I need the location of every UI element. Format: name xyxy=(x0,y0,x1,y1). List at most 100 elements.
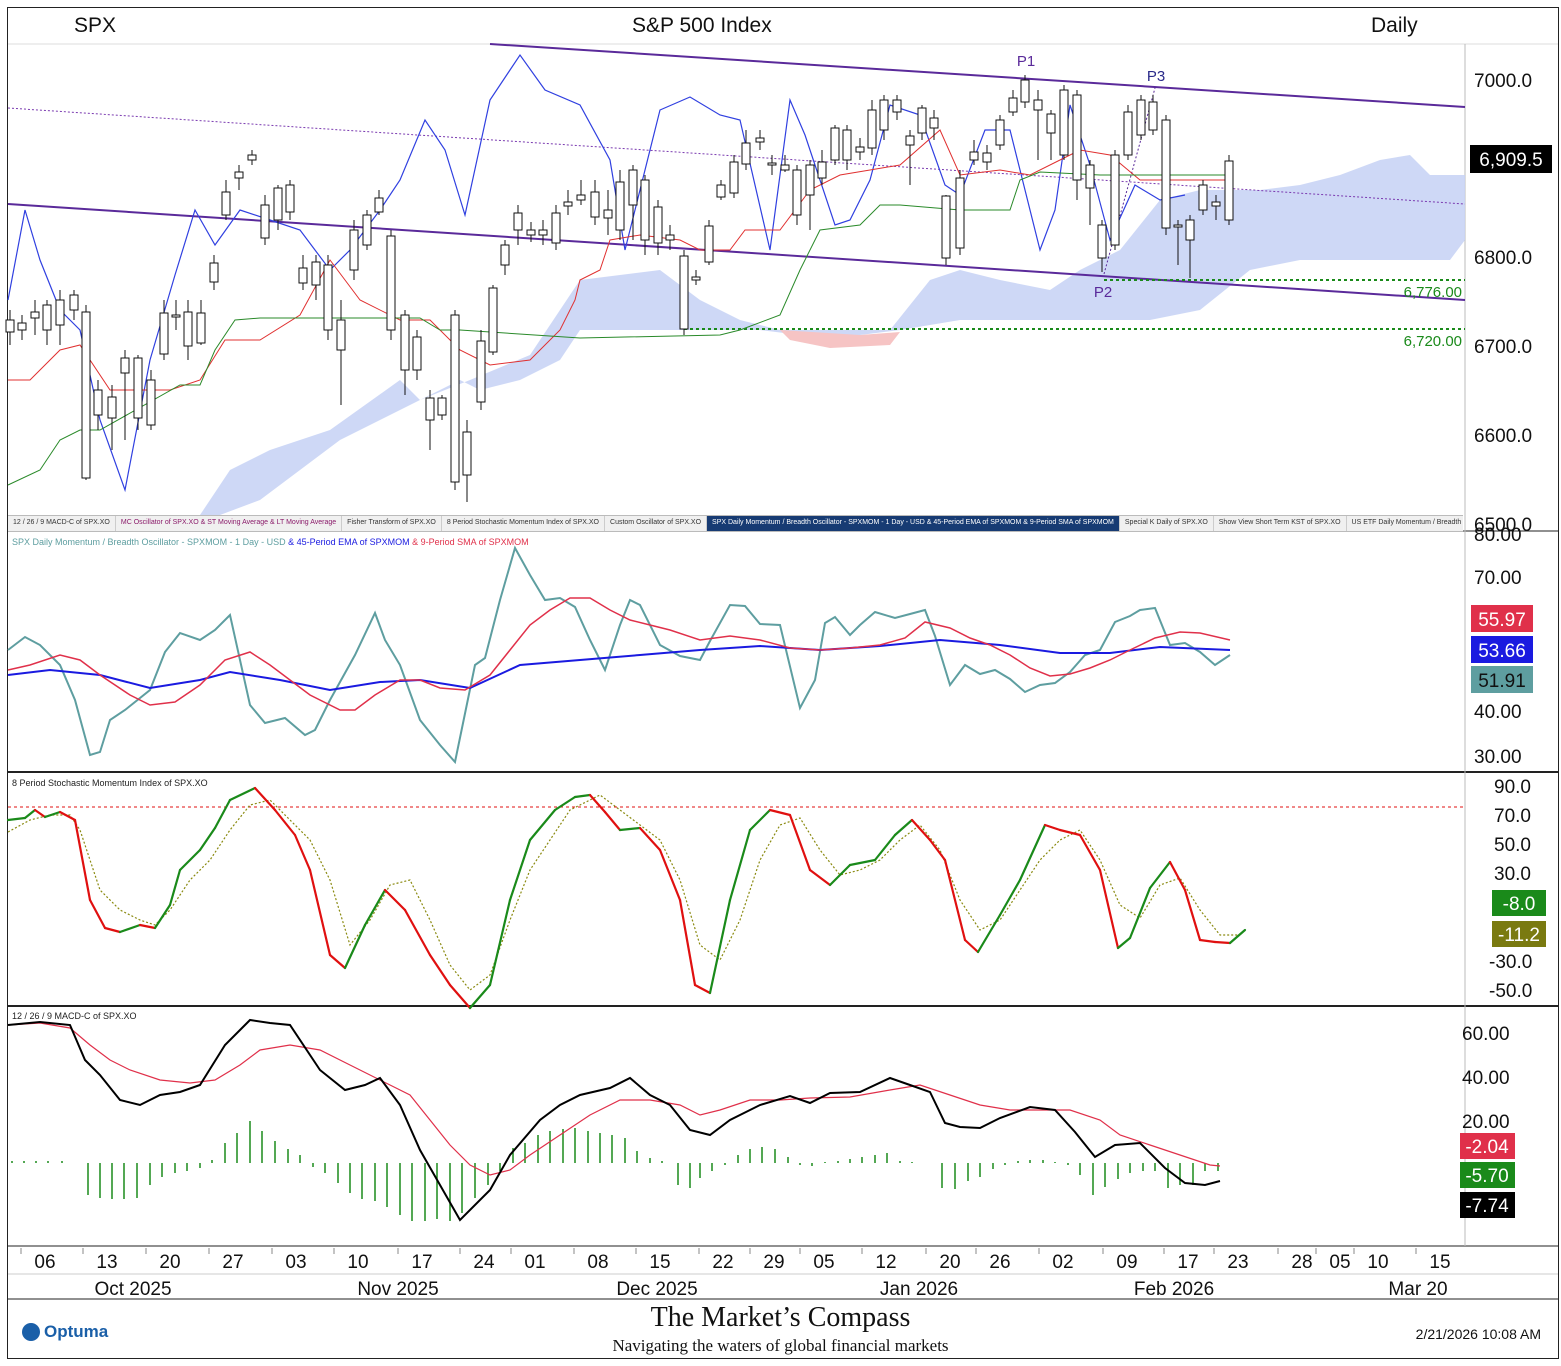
candle-body xyxy=(1110,154,1120,246)
candle-body xyxy=(905,135,915,146)
candle-body xyxy=(133,357,143,419)
candle-body xyxy=(995,119,1005,146)
candle-body xyxy=(1072,94,1082,181)
candle-body xyxy=(93,389,103,416)
xaxis-day-label: 23 xyxy=(1227,1252,1248,1273)
smi-segment xyxy=(428,953,452,987)
smi-segment xyxy=(228,786,257,802)
candle-body xyxy=(425,397,435,421)
smi-segment xyxy=(573,793,592,799)
tab-special-k[interactable]: Special K Daily of SPX.XO xyxy=(1120,516,1214,531)
xaxis-day-label: 15 xyxy=(1429,1252,1450,1273)
smi-segment xyxy=(998,878,1022,917)
candle-body xyxy=(551,212,561,244)
price-tick: 6800.0 xyxy=(1474,248,1532,269)
breadth-tick: 70.00 xyxy=(1474,568,1522,589)
smi-segment xyxy=(976,913,1002,954)
smi-segment xyxy=(153,903,172,930)
smi-segment xyxy=(1116,936,1132,950)
smi-tick: 70.0 xyxy=(1494,806,1531,827)
candle-body xyxy=(767,162,777,166)
candle-body xyxy=(273,187,283,221)
tab-smi[interactable]: 8 Period Stochastic Momentum Index of SP… xyxy=(442,516,606,531)
candle-body xyxy=(830,127,840,161)
candle-body xyxy=(400,314,410,371)
annotation-p3: P3 xyxy=(1147,68,1165,85)
candle-body xyxy=(247,154,257,161)
candle-body xyxy=(159,312,169,355)
price-tick: 6600.0 xyxy=(1474,426,1532,447)
smi-tick: 50.0 xyxy=(1494,835,1531,856)
candle-body xyxy=(691,276,701,281)
candle-body xyxy=(42,304,52,331)
smi-tick: 30.0 xyxy=(1494,864,1531,885)
candle-body xyxy=(879,99,889,131)
smi-segment xyxy=(928,838,947,862)
smi-segment xyxy=(273,808,297,837)
smi-segment xyxy=(728,828,752,902)
smi-signal-value: -11.2 xyxy=(1498,925,1540,946)
candle-body xyxy=(576,194,586,201)
tab-breadth[interactable]: SPX Daily Momentum / Breadth Oscillator … xyxy=(707,516,1120,531)
smi-segment xyxy=(788,813,812,872)
candle-body xyxy=(941,195,951,259)
tab-us-etf[interactable]: US ETF Daily Momentum / Breadth - US... xyxy=(1347,516,1463,531)
breadth-sma-badge xyxy=(1471,605,1533,632)
xaxis-day-label: 10 xyxy=(347,1252,368,1273)
macd-signal-value: -2.04 xyxy=(1465,1137,1509,1158)
candle-body xyxy=(17,322,27,331)
xaxis-day-label: 03 xyxy=(285,1252,306,1273)
smi-panel-title: 8 Period Stochastic Momentum Index of SP… xyxy=(12,778,208,788)
xaxis-day-label: 28 xyxy=(1291,1252,1312,1273)
candle-body xyxy=(513,212,523,231)
candle-body xyxy=(1161,119,1171,229)
candle-body xyxy=(30,311,40,319)
candle-body xyxy=(855,146,865,153)
smi-tick: 90.0 xyxy=(1494,777,1531,798)
smi-segment xyxy=(1168,860,1187,892)
chart-canvas[interactable]: P1 P2 P3 6,776.00 6,720.00 7000.0 6800.0… xyxy=(0,0,1561,1300)
candle-body xyxy=(171,314,181,318)
candle-body xyxy=(120,357,130,374)
tab-fisher[interactable]: Fisher Transform of SPX.XO xyxy=(342,516,442,531)
smi-segment xyxy=(1058,828,1082,837)
candle-body xyxy=(538,229,548,236)
footer-datetime: 2/21/2026 10:08 AM xyxy=(1415,1326,1541,1342)
smi-segment xyxy=(873,833,897,862)
xaxis-day-label: 08 xyxy=(587,1252,608,1273)
tab-custom-oscillator[interactable]: Custom Oscillator of SPX.XO xyxy=(605,516,708,531)
xaxis-days: 06 13 20 27 03 10 17 24 01 08 15 22 29 05 12 20 26 02 09 17… xyxy=(20,1248,1451,1273)
candle-body xyxy=(209,262,219,283)
candle-body xyxy=(679,255,689,330)
smi-segment xyxy=(178,848,202,872)
ichimoku-cloud-bear xyxy=(780,330,900,348)
candle-body xyxy=(1148,101,1158,131)
smi-segment xyxy=(748,808,772,832)
tab-kst[interactable]: Show View Short Term KST of SPX.XO xyxy=(1214,516,1347,531)
macd-hist-value: -5.70 xyxy=(1465,1166,1508,1187)
macd-tick: 20.00 xyxy=(1462,1112,1510,1133)
tab-macd[interactable]: 12 / 26 / 9 MACD-C of SPX.XO xyxy=(8,516,116,531)
candle-body xyxy=(603,209,613,219)
last-price-value: 6,909.5 xyxy=(1479,150,1542,171)
macd-histogram xyxy=(11,1121,1219,1221)
candle-body xyxy=(704,225,714,263)
smi-segment xyxy=(658,848,682,902)
macd-line-value: -7.74 xyxy=(1465,1196,1509,1217)
candle-body xyxy=(69,294,79,311)
smi-segment xyxy=(73,818,92,902)
smi-segment xyxy=(708,898,732,995)
channel-mid-line xyxy=(7,107,1466,205)
smi-tick: -50.0 xyxy=(1489,981,1532,1002)
indicator-tabbar: 12 / 26 / 9 MACD-C of SPX.XO MC Oscillat… xyxy=(8,515,1463,532)
candle-body xyxy=(462,431,472,476)
candle-body xyxy=(716,184,726,198)
tab-mc-oscillator[interactable]: MC Oscillator of SPX.XO & ST Moving Aver… xyxy=(116,516,343,531)
smi-tick: -30.0 xyxy=(1489,952,1532,973)
xaxis-day-label: 09 xyxy=(1116,1252,1137,1273)
candle-body xyxy=(917,107,927,134)
smi-segment xyxy=(363,888,387,927)
smi-segment xyxy=(23,808,37,820)
smi-segment xyxy=(88,898,107,930)
candle-body xyxy=(234,171,244,179)
